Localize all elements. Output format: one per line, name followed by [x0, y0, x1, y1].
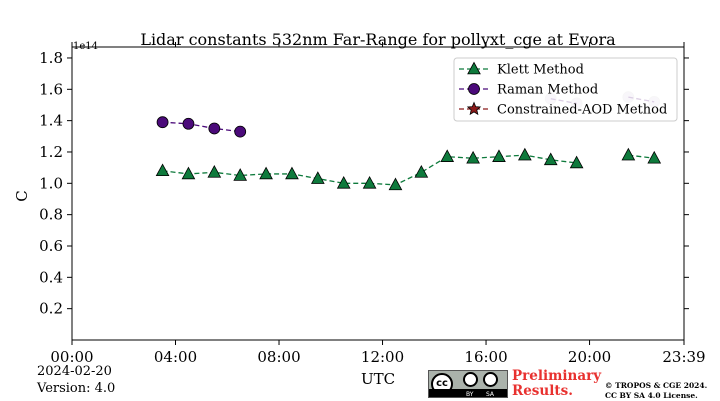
- series-klett-method: [155, 147, 662, 191]
- version-label: Version: 4.0: [37, 381, 116, 396]
- x-tick-label: 16:00: [464, 348, 507, 366]
- cc-license-badge: cc BY SA: [428, 370, 508, 398]
- y-tick-label: 1.4: [39, 112, 63, 130]
- copyright-line-1: © TROPOS & CGE 2024.: [605, 381, 708, 390]
- x-tick-label: 20:00: [568, 348, 611, 366]
- legend-box: [453, 57, 678, 122]
- data-point: [543, 152, 558, 166]
- series-line: [628, 154, 655, 159]
- data-point: [414, 165, 429, 178]
- data-point: [362, 175, 377, 189]
- y-axis: 0.2 0.4 0.6 0.8 1.0 1.2 1.4 1.6 1.8: [39, 49, 689, 318]
- legend-marker: [466, 101, 482, 116]
- cc-by-label: BY: [466, 391, 474, 398]
- y-tick-label: 0.2: [39, 300, 63, 318]
- data-point: [388, 177, 403, 191]
- data-point: [466, 150, 480, 164]
- x-tick-label: 08:00: [257, 348, 300, 366]
- data-point: [181, 166, 196, 180]
- data-point: [285, 166, 299, 180]
- copyright-note: © TROPOS & CGE 2024. CC BY SA 4.0 Licens…: [605, 381, 707, 401]
- cc-sa-label: SA: [486, 391, 495, 398]
- data-point: [310, 171, 325, 184]
- y-tick-label: 1.2: [39, 143, 63, 161]
- date-label: 2024-02-20: [37, 364, 112, 379]
- y-axis-label: C: [13, 190, 31, 201]
- legend-label: Raman Method: [497, 83, 598, 98]
- data-point: [156, 116, 169, 129]
- preliminary-line-2: Results.: [512, 383, 573, 399]
- x-tick-label: 12:00: [361, 348, 404, 366]
- data-point: [336, 175, 351, 189]
- data-point: [233, 168, 248, 181]
- legend: Klett Method Raman Method Constrained-AOD …: [453, 57, 678, 122]
- preliminary-results-note: Preliminary Results.: [512, 369, 601, 399]
- data-point: [569, 155, 584, 169]
- data-point: [208, 122, 221, 135]
- attribution-icon: [463, 372, 478, 387]
- legend-marker: [467, 61, 481, 75]
- data-point: [207, 165, 222, 178]
- legend-marker: [468, 83, 480, 95]
- preliminary-line-1: Preliminary: [512, 368, 602, 384]
- data-point: [182, 117, 195, 130]
- x-tick-label: 04:00: [154, 348, 197, 366]
- chart-title: Lidar constants 532nm Far-Range for poll…: [140, 30, 616, 49]
- data-point: [234, 125, 247, 138]
- data-point: [155, 163, 170, 177]
- legend-label: Klett Method: [497, 63, 584, 78]
- y-tick-label: 1.0: [39, 174, 63, 192]
- y-tick-label: 0.4: [39, 268, 63, 286]
- y-tick-label: 0.8: [39, 206, 63, 224]
- y-tick-label: 1.8: [39, 49, 63, 67]
- legend-label: Constrained-AOD Method: [497, 103, 667, 118]
- x-axis: 00:00 04:00 08:00 12:00 16:00 20:00 23:39: [50, 42, 706, 366]
- cc-badge-bar: [429, 389, 507, 397]
- y-tick-label: 0.6: [39, 237, 63, 255]
- data-point: [259, 166, 273, 180]
- x-axis-label: UTC: [361, 370, 395, 388]
- data-point: [647, 150, 662, 164]
- y-offset-label: 1e14: [73, 41, 98, 52]
- series-line: [162, 121, 241, 133]
- data-point: [492, 149, 506, 162]
- share-alike-icon: [483, 372, 498, 387]
- data-point: [440, 149, 455, 162]
- data-point: [621, 147, 636, 161]
- x-tick-label: 00:00: [50, 348, 93, 366]
- x-tick-label: 23:39: [662, 348, 705, 366]
- copyright-line-2: CC BY SA 4.0 License.: [605, 391, 698, 400]
- y-tick-label: 1.6: [39, 80, 63, 98]
- data-point: [518, 147, 532, 161]
- plot-frame: [71, 46, 685, 341]
